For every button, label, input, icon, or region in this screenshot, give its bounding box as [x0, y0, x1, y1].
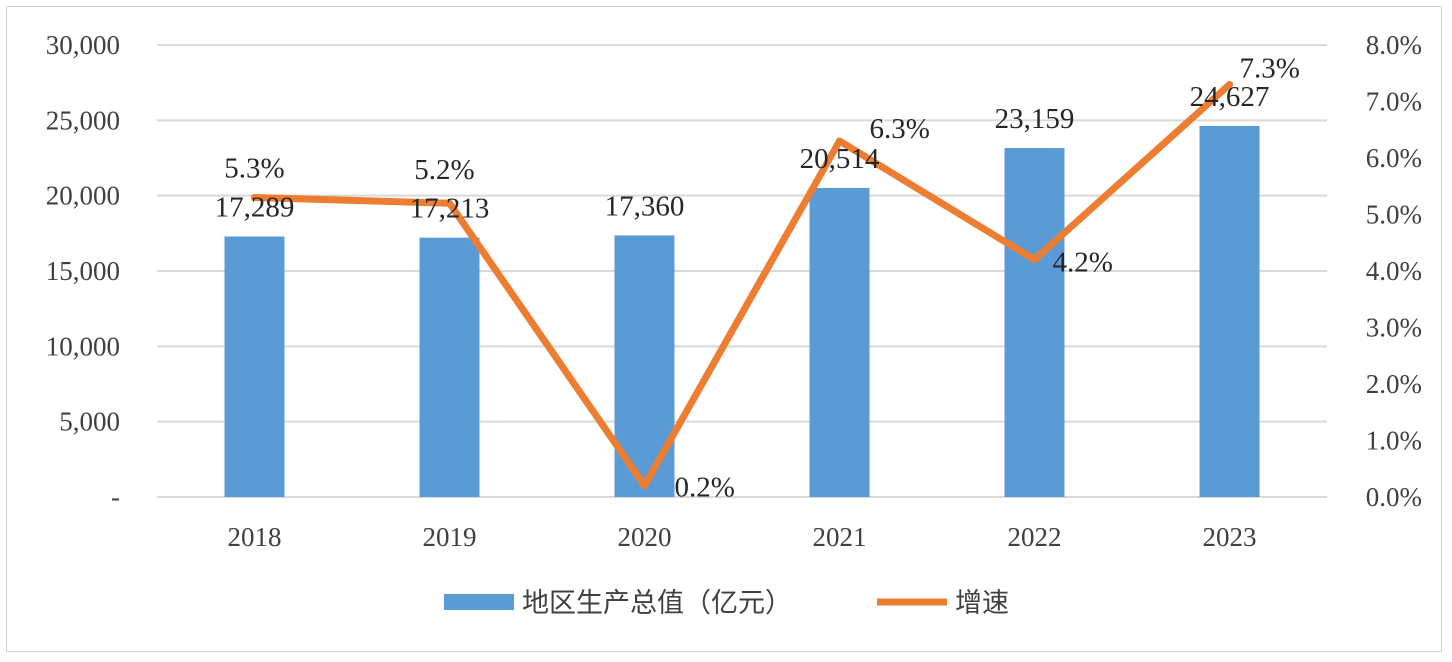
legend-label-bar: 地区生产总值（亿元）: [522, 588, 792, 619]
x-tick-label: 2020: [618, 522, 672, 552]
y-left-tick-label: 30,000: [46, 30, 120, 60]
bar-value-label: 20,514: [800, 143, 880, 175]
bar: [419, 237, 480, 497]
bar: [809, 187, 870, 497]
legend-label-line: 增速: [955, 588, 1009, 619]
y-right-tick-label: 3.0%: [1366, 313, 1422, 343]
y-left-tick-label: -: [111, 482, 120, 512]
y-right-tick-label: 0.0%: [1366, 482, 1422, 512]
line-point: [446, 199, 453, 207]
bar-value-label: 24,627: [1190, 81, 1270, 113]
line-point: [836, 137, 843, 145]
growth-value-label: 5.2%: [414, 154, 474, 186]
bar-value-label: 17,213: [410, 193, 490, 225]
line-point: [641, 482, 648, 490]
axis-ticks: - 5,000 10,000 15,000 20,000 25,000 30,000 0.0%…: [46, 30, 1422, 552]
bar: [1199, 125, 1260, 498]
growth-value-label: 7.3%: [1240, 53, 1300, 85]
y-left-tick-label: 10,000: [46, 331, 120, 361]
growth-line: [251, 81, 1233, 490]
y-left-tick-label: 25,000: [46, 105, 120, 135]
bar-series: [224, 125, 1260, 498]
legend-swatch-bar: [444, 594, 514, 610]
bar-value-label: 23,159: [995, 103, 1075, 135]
legend: 地区生产总值（亿元） 增速: [444, 588, 1009, 619]
y-right-tick-label: 2.0%: [1366, 369, 1422, 399]
y-left-tick-label: 15,000: [46, 256, 120, 286]
y-right-tick-label: 1.0%: [1366, 426, 1422, 456]
x-tick-label: 2019: [423, 522, 477, 552]
gridlines: [157, 44, 1327, 498]
line-point: [1226, 81, 1233, 89]
bar: [224, 236, 285, 498]
x-tick-label: 2018: [228, 522, 282, 552]
growth-value-label: 0.2%: [675, 472, 735, 504]
bar-value-label: 17,360: [605, 190, 685, 222]
y-left-tick-label: 5,000: [59, 407, 120, 437]
y-right-tick-label: 8.0%: [1366, 30, 1422, 60]
growth-value-label: 4.2%: [1053, 247, 1113, 279]
x-tick-label: 2021: [813, 522, 867, 552]
bar-value-label: 17,289: [215, 192, 295, 224]
line-point: [1031, 256, 1038, 264]
line-series: [251, 81, 1233, 490]
x-tick-label: 2023: [1203, 522, 1257, 552]
y-right-tick-label: 5.0%: [1366, 200, 1422, 230]
x-tick-label: 2022: [1008, 522, 1062, 552]
y-left-tick-label: 20,000: [46, 181, 120, 211]
bar: [1004, 148, 1065, 498]
growth-value-label: 6.3%: [870, 113, 930, 145]
growth-value-label: 5.3%: [224, 153, 284, 185]
y-right-tick-label: 4.0%: [1366, 256, 1422, 286]
y-right-tick-label: 6.0%: [1366, 143, 1422, 173]
line-point: [251, 194, 258, 202]
data-labels: 17,289 17,213 17,360 20,514 23,159 24,627 5.3%…: [215, 53, 1300, 504]
y-right-tick-label: 7.0%: [1366, 87, 1422, 117]
